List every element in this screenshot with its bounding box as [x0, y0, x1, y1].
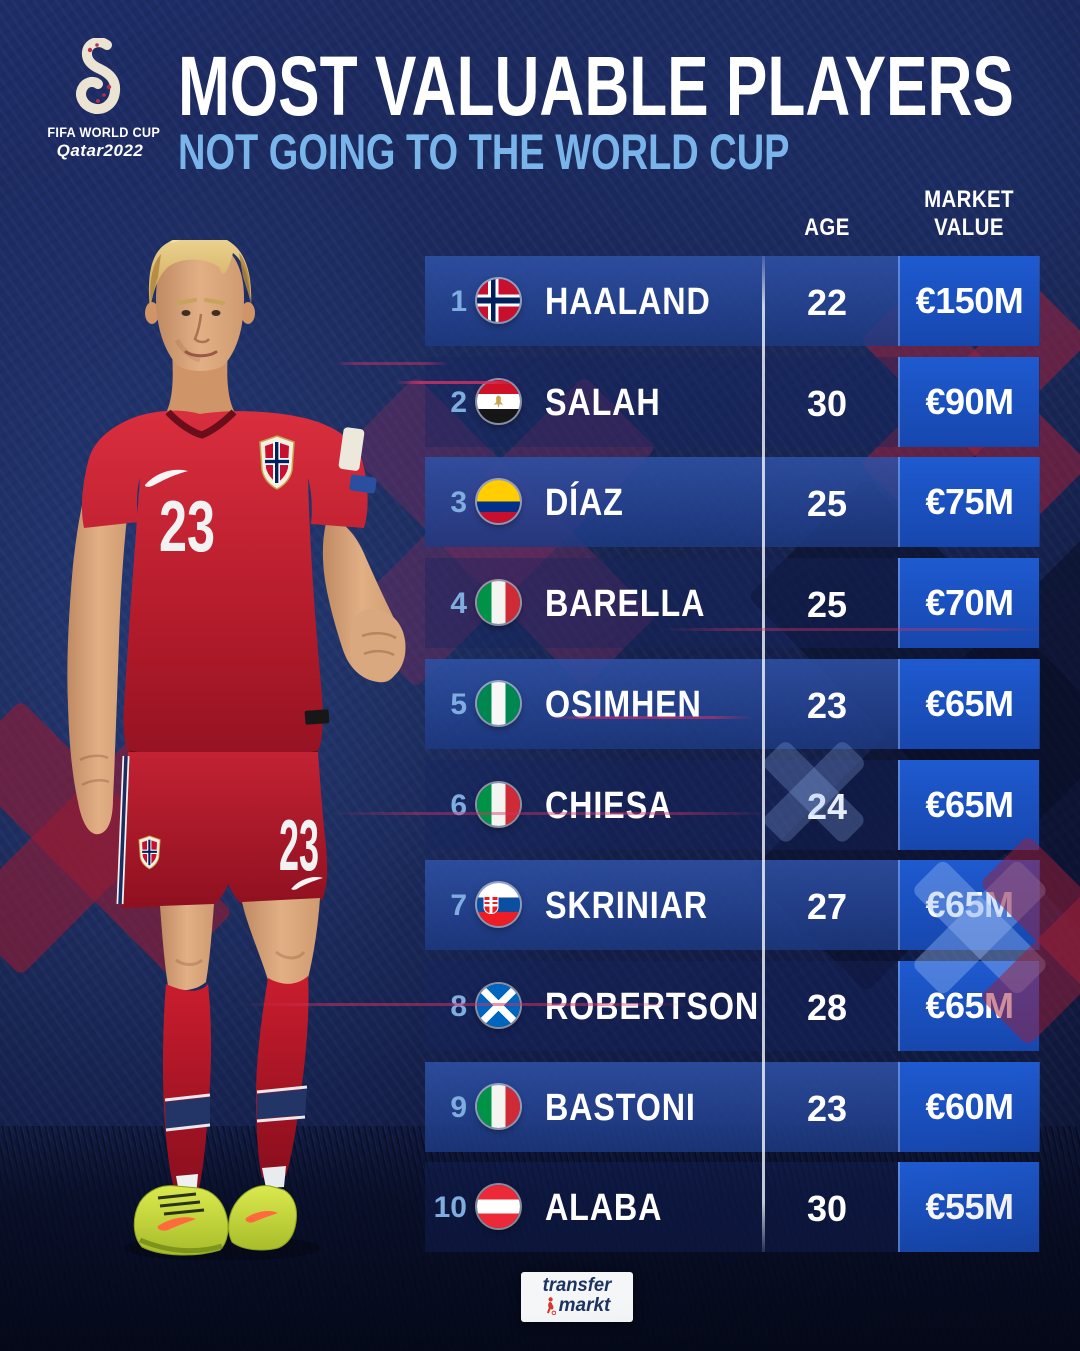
market-value: €65M	[925, 985, 1014, 1026]
table-row: 8 ROBERTSON 28 €65M	[425, 961, 1040, 1051]
transfermarkt-logo: transfer markt	[521, 1272, 633, 1322]
player-age: 23	[806, 685, 848, 726]
player-name: CHIESA	[545, 785, 673, 827]
table-row: 4 BARELLA 25 €70M	[425, 558, 1040, 648]
column-divider	[762, 256, 765, 1252]
haaland-photo: 23 23	[67, 240, 406, 1260]
flag-italy-icon	[477, 581, 520, 624]
qatar-2022-text: Qatar2022	[56, 141, 144, 160]
player-name: SKRINIAR	[545, 885, 708, 927]
flag-nigeria-icon	[477, 682, 520, 725]
player-age: 24	[806, 786, 848, 827]
flag-scotland-icon	[477, 984, 520, 1027]
flag-norway-icon	[477, 279, 520, 322]
market-value-cell: €75M	[898, 457, 1039, 547]
flag-slovakia-icon	[477, 883, 520, 926]
rank-label: 1	[450, 285, 467, 318]
rank-label: 4	[450, 587, 467, 620]
market-value-cell: €150M	[898, 256, 1039, 346]
market-value: €70M	[925, 582, 1014, 623]
market-value-cell: €65M	[898, 961, 1039, 1051]
player-age: 22	[806, 282, 848, 323]
kicker-player-icon	[546, 1296, 556, 1315]
qatar-2022-trophy-icon	[76, 37, 121, 114]
market-value: €65M	[925, 784, 1014, 825]
flag-colombia-icon	[477, 480, 520, 523]
player-name: HAALAND	[545, 281, 711, 323]
market-value-cell: €65M	[898, 860, 1039, 950]
market-value-header-line1: MARKET	[924, 186, 1014, 213]
fifa-world-cup-logo: FIFA WORLD CUP Qatar2022	[44, 37, 161, 161]
player-name: BASTONI	[545, 1087, 696, 1129]
player-age: 30	[806, 383, 848, 424]
table-row: 1 HAALAND 22 €150M	[425, 256, 1040, 346]
page-subtitle: NOT GOING TO THE WORLD CUP	[178, 124, 790, 180]
flag-egypt-icon	[477, 380, 520, 423]
market-value-cell: €65M	[898, 659, 1039, 749]
rank-label: 10	[433, 1191, 467, 1224]
jersey-number: 23	[159, 487, 215, 567]
market-value: €55M	[925, 1186, 1014, 1227]
market-value-header-line2: VALUE	[934, 214, 1004, 241]
market-value-cell: €90M	[898, 357, 1039, 447]
player-name: SALAH	[545, 382, 661, 424]
market-value-cell: €70M	[898, 558, 1039, 648]
market-value: €60M	[925, 1086, 1014, 1127]
rank-label: 8	[450, 990, 467, 1023]
age-column-header: AGE	[804, 214, 850, 241]
market-value: €90M	[925, 381, 1014, 422]
player-age: 28	[806, 987, 848, 1028]
player-age: 25	[806, 584, 848, 625]
rank-label: 3	[450, 486, 467, 519]
table-row: 2 SALAH 30 €90M	[425, 357, 1040, 447]
fifa-logo-text: FIFA WORLD CUP	[47, 125, 161, 140]
table-row: 7 SKRINIAR 27 €65M	[425, 860, 1040, 950]
market-value: €150M	[915, 280, 1024, 321]
shorts-number: 23	[279, 805, 319, 886]
table-row: 3 DÍAZ 25 €75M	[425, 457, 1040, 547]
player-age: 23	[806, 1088, 848, 1129]
brand-transfer: transfer	[542, 1275, 612, 1296]
table-row: 5 OSIMHEN 23 €65M	[425, 659, 1040, 749]
player-age: 30	[806, 1188, 848, 1229]
market-value-cell: €55M	[898, 1162, 1039, 1252]
market-value: €65M	[925, 884, 1014, 925]
rank-label: 5	[450, 688, 467, 721]
market-value: €65M	[925, 683, 1014, 724]
flag-austria-icon	[477, 1185, 520, 1228]
player-name: ROBERTSON	[545, 986, 760, 1028]
rank-label: 7	[450, 889, 467, 922]
market-value-cell: €65M	[898, 760, 1039, 850]
table-row: 10 ALABA 30 €55M	[425, 1162, 1040, 1252]
flag-italy-icon	[477, 1085, 520, 1128]
player-name: BARELLA	[545, 583, 706, 625]
players-table: 1 HAALAND 22 €150M 2 SALAH 30 €90M 3 DÍAZ 25 €75M 4 B…	[425, 256, 1040, 1252]
market-value-cell: €60M	[898, 1062, 1039, 1152]
player-name: DÍAZ	[545, 482, 624, 524]
player-name: OSIMHEN	[545, 684, 702, 726]
player-name: ALABA	[545, 1187, 663, 1229]
page-title: MOST VALUABLE PLAYERS	[178, 39, 1014, 133]
player-age: 25	[806, 483, 848, 524]
market-value: €75M	[925, 481, 1014, 522]
market-value-column-header: MARKET VALUE	[910, 186, 1029, 242]
brand-markt: markt	[558, 1295, 611, 1316]
player-age: 27	[806, 886, 848, 927]
table-row: 9 BASTONI 23 €60M	[425, 1062, 1040, 1152]
rank-label: 2	[450, 386, 467, 419]
flag-italy-icon	[477, 783, 520, 826]
rank-label: 9	[450, 1091, 467, 1124]
rank-label: 6	[450, 789, 467, 822]
table-row: 6 CHIESA 24 €65M	[425, 760, 1040, 850]
